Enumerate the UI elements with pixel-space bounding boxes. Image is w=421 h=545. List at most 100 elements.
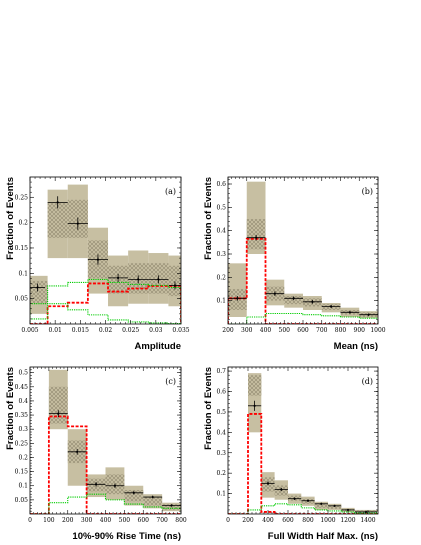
panel-amplitude: 0.005 0.01 0.015 0.02 0.025 0.03 0.035 0.05 0.1 0… [5, 176, 190, 352]
x-tick-label-a-3: 0.02 [99, 327, 113, 334]
hatch-bin-d-6 [314, 503, 328, 508]
panel-rise-time: 0 100 200 300 400 500 600 700 800 0.05 0.1 0.15 0.2 0… [5, 366, 187, 542]
panel-mean: 200 300 400 500 600 700 800 900 1000 0.1 0.2 0.3 0.4… [203, 176, 386, 352]
y-tick-label-d-4: 0.5 [216, 409, 226, 416]
x-axis-label-d: Full Width Half Max. (ns) [268, 531, 378, 542]
panel-tag-c: (c) [165, 377, 176, 386]
y-tick-label-b-5: 0.6 [216, 181, 226, 188]
x-tick-label-a-1: 0.01 [48, 327, 61, 334]
hatch-bin-b-1 [246, 219, 266, 250]
green-dotted-histogram-b-1 [228, 312, 378, 324]
data-point-a-7 [168, 281, 181, 290]
y-tick-label-c-9: 0.5 [18, 370, 28, 377]
data-point-b-2 [265, 291, 285, 296]
y-tick-label-d-5: 0.6 [216, 389, 226, 396]
data-point-c-1 [67, 448, 87, 455]
data-point-c-6 [162, 504, 181, 507]
hatch-bin-a-7 [168, 265, 181, 297]
y-tick-label-a-0: 0.05 [15, 296, 29, 303]
y-tick-label-b-4: 0.5 [216, 204, 226, 211]
y-tick-label-a-4: 0.25 [15, 194, 29, 201]
panel-tag-b: (b) [362, 187, 373, 196]
x-tick-label-d-2: 400 [262, 517, 274, 524]
y-tick-label-c-4: 0.25 [15, 440, 29, 447]
y-tick-label-c-0: 0.05 [15, 497, 29, 504]
y-tick-label-b-0: 0.1 [216, 298, 226, 305]
data-point-a-5 [128, 275, 149, 284]
hatch-bin-a-1 [47, 202, 68, 238]
data-point-d-6 [328, 504, 342, 507]
x-tick-label-b-6: 800 [335, 327, 347, 334]
data-point-d-2 [274, 487, 288, 492]
x-tick-label-c-3: 300 [81, 517, 93, 524]
data-point-d-0 [248, 400, 262, 411]
y-tick-label-a-2: 0.15 [15, 245, 29, 252]
data-point-c-0 [48, 410, 68, 418]
y-axis-label-d: Fraction of Events [203, 367, 214, 450]
x-tick-label-c-8: 800 [175, 517, 187, 524]
x-tick-label-a-2: 0.015 [72, 327, 89, 334]
red-dashed-histogram-d-0 [228, 413, 378, 514]
hatch-bin-c-7 [162, 504, 181, 510]
data-point-a-4 [108, 273, 129, 282]
y-tick-label-a-1: 0.1 [18, 270, 28, 277]
x-tick-label-b-4: 600 [297, 327, 309, 334]
x-tick-label-b-7: 900 [354, 327, 366, 334]
data-point-b-5 [321, 305, 341, 308]
panel-tag-d: (d) [362, 377, 373, 386]
y-tick-label-b-1: 0.2 [216, 274, 226, 281]
hatch-bin-d-1 [248, 375, 262, 396]
x-tick-label-d-0: 0 [226, 517, 230, 524]
panel-tag-a: (a) [165, 187, 176, 196]
red-dashed-histogram-c-0 [30, 415, 181, 514]
data-point-b-0 [228, 296, 247, 301]
data-point-a-1 [47, 196, 68, 209]
x-tick-label-d-6: 1200 [340, 517, 355, 524]
data-point-b-6 [340, 311, 360, 314]
y-tick-label-d-2: 0.3 [216, 450, 226, 457]
x-tick-label-c-0: 0 [28, 517, 32, 524]
data-point-b-4 [303, 299, 322, 304]
data-point-b-7 [359, 313, 378, 316]
data-point-c-4 [124, 491, 144, 495]
x-tick-label-b-8: 1000 [370, 327, 385, 334]
x-tick-label-b-0: 200 [222, 327, 234, 334]
hatch-bin-a-0 [30, 280, 48, 304]
x-axis-label-c: 10%-90% Rise Time (ns) [72, 531, 181, 542]
y-tick-label-c-6: 0.35 [15, 412, 29, 419]
y-tick-label-d-6: 0.7 [216, 368, 226, 375]
y-tick-label-c-5: 0.3 [18, 426, 28, 433]
x-tick-label-d-7: 1400 [360, 517, 375, 524]
hatch-bin-c-1 [48, 386, 68, 424]
x-tick-label-b-2: 400 [260, 327, 272, 334]
x-tick-label-b-5: 700 [316, 327, 328, 334]
data-point-c-3 [105, 483, 125, 488]
y-tick-label-d-0: 0.1 [216, 491, 226, 498]
green-dotted-histogram-a-1 [30, 278, 181, 324]
x-tick-label-c-1: 100 [43, 517, 55, 524]
x-tick-label-c-4: 400 [100, 517, 112, 524]
x-tick-label-c-2: 200 [62, 517, 74, 524]
y-tick-label-c-1: 0.1 [18, 483, 28, 490]
hatch-bin-d-7 [328, 505, 342, 509]
y-axis-label-a: Fraction of Events [5, 177, 16, 260]
y-axis-label-c: Fraction of Events [5, 367, 16, 450]
x-axis-label-a: Amplitude [135, 341, 181, 352]
y-tick-label-c-3: 0.2 [18, 454, 28, 461]
x-tick-label-d-5: 1000 [320, 517, 335, 524]
y-tick-label-c-8: 0.45 [15, 384, 29, 391]
data-point-d-1 [261, 481, 275, 486]
data-point-a-2 [67, 217, 88, 230]
y-tick-label-d-1: 0.2 [216, 470, 226, 477]
x-tick-label-b-1: 300 [241, 327, 253, 334]
y-tick-label-c-7: 0.4 [18, 398, 28, 405]
data-point-b-3 [284, 296, 303, 301]
y-tick-label-d-3: 0.4 [216, 429, 226, 436]
y-tick-label-b-2: 0.3 [216, 251, 226, 258]
data-point-c-5 [143, 495, 163, 499]
hatch-bin-c-5 [124, 489, 144, 502]
x-axis-label-b: Mean (ns) [334, 341, 378, 352]
data-point-a-0 [30, 283, 46, 292]
data-point-d-5 [314, 502, 328, 505]
